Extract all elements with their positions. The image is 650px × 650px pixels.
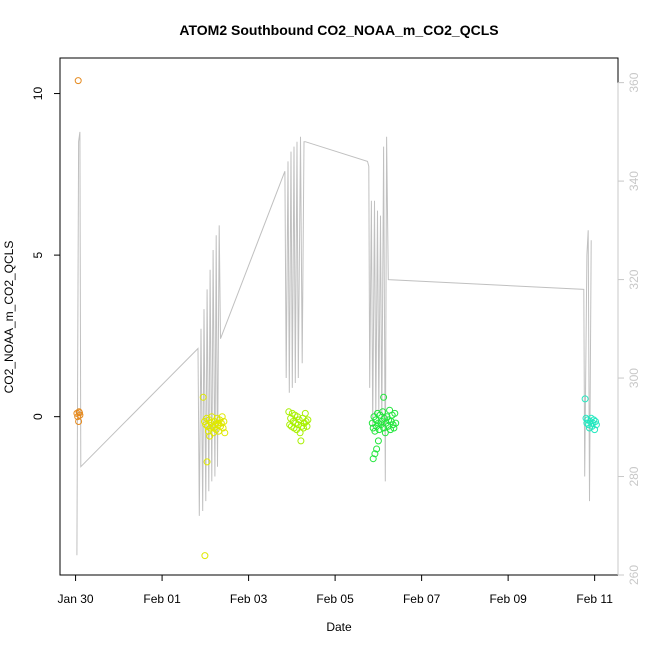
data-point: [214, 421, 222, 429]
y-axis-right: 260 280 300 320 340 360: [617, 72, 641, 585]
data-point: [581, 395, 589, 403]
data-point: [219, 424, 227, 432]
data-point: [392, 419, 400, 427]
data-point: [295, 416, 303, 424]
y2-tick-label: 300: [627, 368, 641, 388]
x-tick-label: Feb 03: [230, 592, 268, 606]
overlay-line-group: [76, 131, 592, 556]
data-point: [592, 421, 600, 429]
data-point: [391, 409, 399, 417]
x-tick-label: Feb 11: [576, 592, 613, 606]
x-tick-label: Jan 30: [58, 592, 94, 606]
y-tick-label: 0: [31, 413, 45, 420]
data-point: [302, 418, 310, 425]
data-point: [304, 416, 312, 424]
y2-tick-label: 360: [627, 72, 641, 92]
data-point: [592, 418, 599, 425]
plot-area-frame: [59, 57, 619, 576]
data-point: [75, 418, 83, 425]
data-point: [300, 424, 307, 432]
y2-tick-label: 320: [627, 269, 641, 289]
x-axis-label: Date: [326, 620, 352, 634]
data-point: [74, 77, 82, 85]
data-point: [74, 413, 82, 421]
data-point: [301, 409, 309, 417]
data-point: [206, 432, 214, 440]
y-tick-label: 10: [31, 87, 45, 101]
data-point: [199, 393, 207, 401]
data-point: [373, 445, 381, 453]
data-point: [591, 426, 599, 434]
data-point: [374, 437, 382, 445]
data-point: [390, 424, 398, 432]
overlay-series-line: [76, 131, 592, 556]
data-point: [375, 426, 383, 434]
data-point: [210, 424, 218, 432]
data-point: [371, 427, 379, 435]
y2-tick-label: 340: [627, 171, 641, 191]
y2-tick-label: 260: [627, 565, 641, 585]
y-axis-left: 0 5 10: [31, 87, 61, 420]
data-point: [203, 458, 211, 466]
data-point: [296, 429, 304, 437]
data-point: [381, 429, 389, 437]
x-tick-label: Feb 09: [489, 592, 527, 606]
data-point: [76, 409, 83, 417]
data-point: [297, 437, 305, 445]
data-point: [380, 393, 388, 401]
data-point: [73, 409, 81, 417]
scatter-points-group: [73, 77, 600, 560]
x-tick-label: Feb 07: [403, 592, 441, 606]
data-point: [221, 429, 229, 437]
y2-tick-label: 280: [627, 466, 641, 486]
data-point: [371, 450, 379, 458]
data-point: [220, 418, 228, 425]
x-tick-label: Feb 01: [143, 592, 181, 606]
data-point: [218, 413, 226, 421]
data-point: [201, 552, 209, 560]
data-point: [303, 422, 311, 430]
x-tick-label: Feb 05: [316, 592, 354, 606]
chart-title: ATOM2 Southbound CO2_NOAA_m_CO2_QCLS: [179, 22, 498, 38]
data-point: [369, 455, 377, 463]
data-point: [285, 408, 293, 416]
y-tick-label: 5: [31, 251, 45, 258]
y-axis-label: CO2_NOAA_m_CO2_QCLS: [2, 241, 16, 394]
x-axis: Jan 30 Feb 01 Feb 03 Feb 05 Feb 07 Feb 09 Feb …: [58, 574, 613, 606]
data-point: [379, 408, 387, 416]
